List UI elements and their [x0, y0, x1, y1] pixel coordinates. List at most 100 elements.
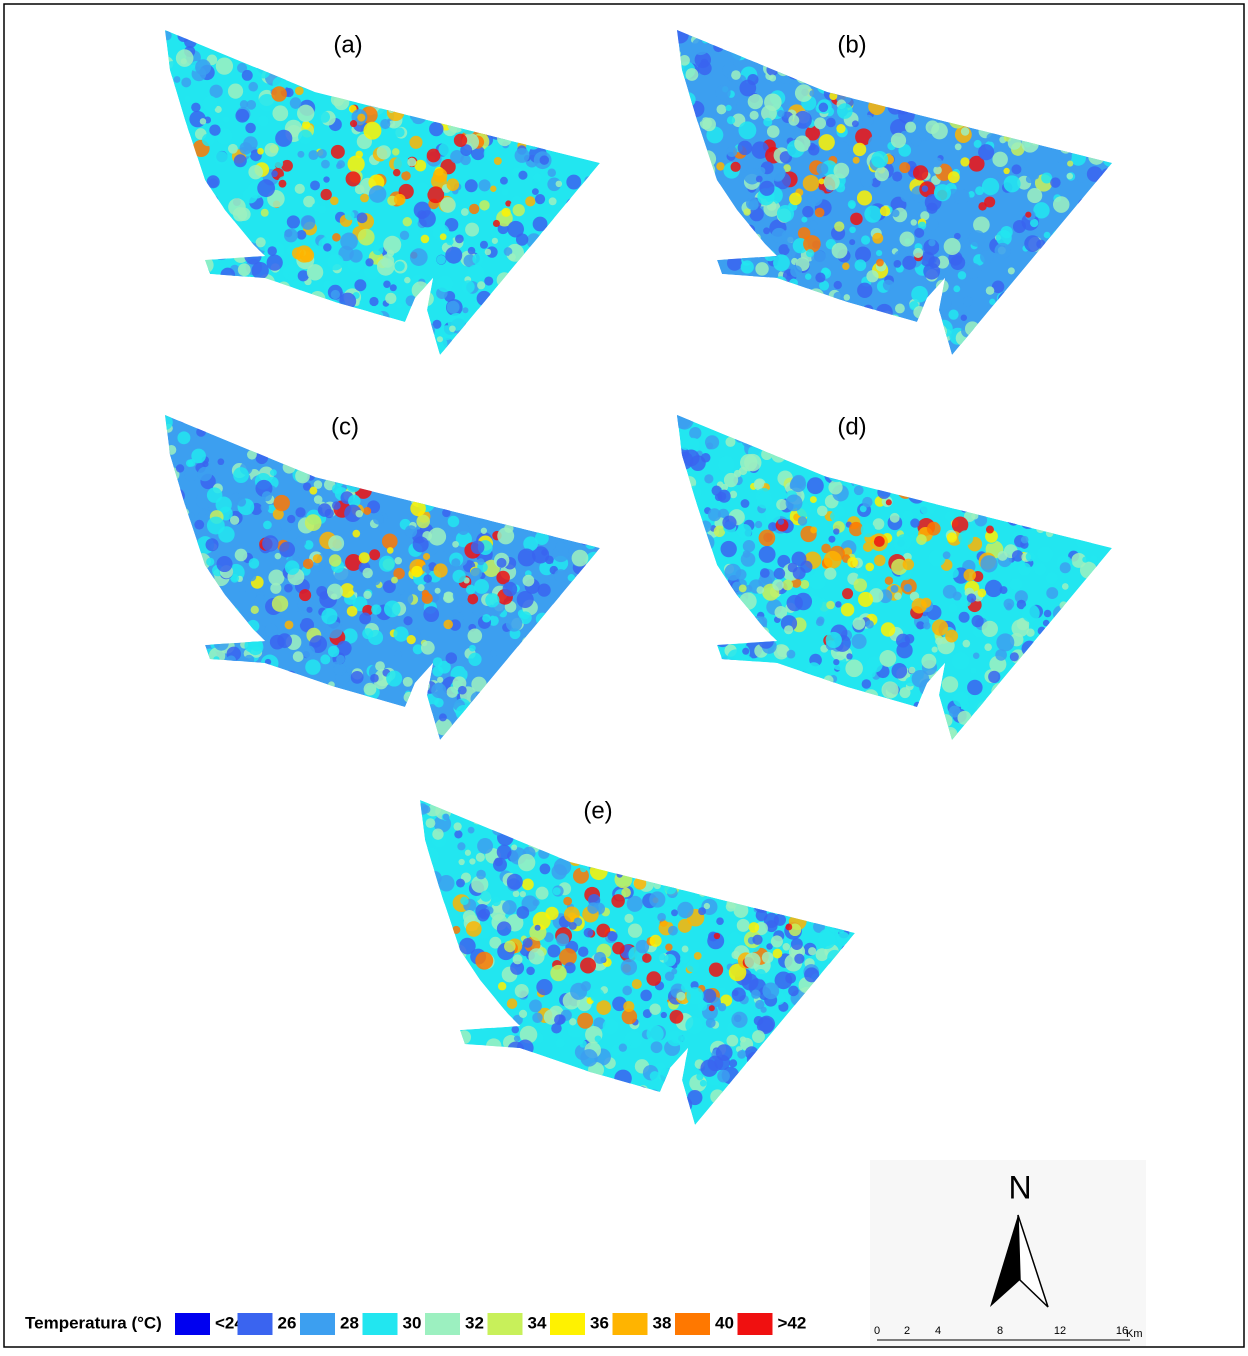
temperature-patch [601, 850, 619, 868]
temperature-patch [507, 874, 523, 890]
temperature-patch [1014, 334, 1031, 351]
temperature-patch [504, 941, 516, 953]
temperature-patch [989, 299, 995, 305]
temperature-patch [952, 95, 965, 108]
temperature-patch [736, 569, 747, 580]
temperature-patch [176, 314, 193, 331]
temperature-patch [358, 343, 368, 353]
temperature-patch [354, 279, 366, 291]
temperature-patch [193, 222, 205, 234]
temperature-patch [1100, 486, 1113, 499]
temperature-patch [232, 671, 249, 688]
temperature-patch [828, 536, 835, 543]
temperature-patch [698, 162, 715, 179]
temperature-patch [846, 1021, 860, 1035]
temperature-patch [810, 835, 827, 852]
temperature-patch [826, 632, 842, 648]
temperature-patch [492, 713, 507, 728]
temperature-patch [508, 101, 518, 111]
temperature-patch [223, 624, 235, 636]
temperature-patch [1016, 725, 1027, 736]
temperature-patch [985, 429, 1001, 445]
temperature-patch [555, 542, 565, 552]
temperature-patch [828, 335, 838, 345]
temperature-patch [759, 530, 776, 547]
temperature-patch [1071, 274, 1087, 290]
temperature-patch [925, 64, 936, 75]
temperature-patch [564, 1103, 580, 1119]
temperature-patch [204, 722, 213, 731]
temperature-patch [393, 337, 409, 353]
temperature-patch [890, 513, 900, 523]
temperature-patch [715, 85, 730, 100]
temperature-patch [1032, 27, 1045, 40]
temperature-patch [1092, 190, 1106, 204]
temperature-patch [694, 952, 702, 960]
temperature-patch [772, 23, 788, 39]
temperature-patch [842, 986, 848, 992]
temperature-patch [423, 553, 430, 560]
temperature-patch [1080, 532, 1087, 539]
temperature-patch [721, 541, 737, 557]
temperature-patch [1028, 693, 1038, 703]
temperature-patch [417, 96, 429, 108]
temperature-patch [577, 1013, 593, 1029]
temperature-patch [912, 670, 930, 688]
temperature-patch [266, 38, 274, 46]
temperature-patch [803, 820, 818, 835]
temperature-patch [864, 206, 881, 223]
temperature-patch [893, 443, 903, 453]
temperature-patch [468, 827, 475, 834]
temperature-patch [1090, 473, 1106, 489]
temperature-patch [588, 674, 598, 684]
temperature-patch [455, 235, 464, 244]
temperature-patch [667, 1030, 683, 1046]
temperature-patch [957, 489, 963, 495]
temperature-patch [710, 732, 721, 743]
temperature-patch [685, 255, 696, 266]
temperature-patch [409, 77, 421, 89]
temperature-patch [741, 337, 757, 353]
temperature-patch [186, 567, 195, 576]
temperature-patch [414, 1054, 428, 1068]
temperature-patch [902, 426, 910, 434]
temperature-patch [1072, 39, 1079, 46]
temperature-patch [1088, 294, 1100, 306]
temperature-patch [462, 307, 468, 313]
temperature-patch [698, 236, 709, 247]
temperature-patch [1043, 328, 1058, 343]
temperature-patch [642, 953, 652, 963]
temperature-patch [559, 799, 570, 810]
temperature-patch [479, 26, 490, 37]
temperature-patch [1004, 461, 1010, 467]
temperature-patch [745, 830, 759, 844]
temperature-patch [363, 122, 381, 140]
temperature-patch [265, 659, 271, 665]
temperature-patch [857, 283, 872, 298]
temperature-patch [1011, 435, 1018, 442]
temperature-patch [522, 637, 533, 648]
temperature-patch [1082, 277, 1090, 285]
temperature-patch [694, 680, 703, 689]
temperature-patch [395, 261, 405, 271]
temperature-patch [745, 225, 755, 235]
temperature-patch [195, 678, 202, 685]
temperature-patch [829, 1090, 845, 1106]
temperature-patch [931, 691, 937, 697]
temperature-patch [786, 39, 793, 46]
temperature-patch [222, 611, 231, 620]
temperature-patch [591, 207, 605, 221]
temperature-patch [516, 233, 528, 245]
temperature-patch [995, 95, 1010, 110]
temperature-patch [712, 712, 727, 727]
temperature-patch [706, 331, 719, 344]
temperature-patch [429, 1090, 439, 1100]
temperature-patch [556, 814, 568, 826]
temperature-patch [560, 83, 572, 95]
temperature-patch [697, 579, 706, 588]
temperature-patch [206, 716, 217, 727]
temperature-patch [881, 727, 889, 735]
temperature-patch [1087, 100, 1099, 112]
temperature-patch [912, 598, 927, 613]
temperature-patch [305, 659, 320, 674]
